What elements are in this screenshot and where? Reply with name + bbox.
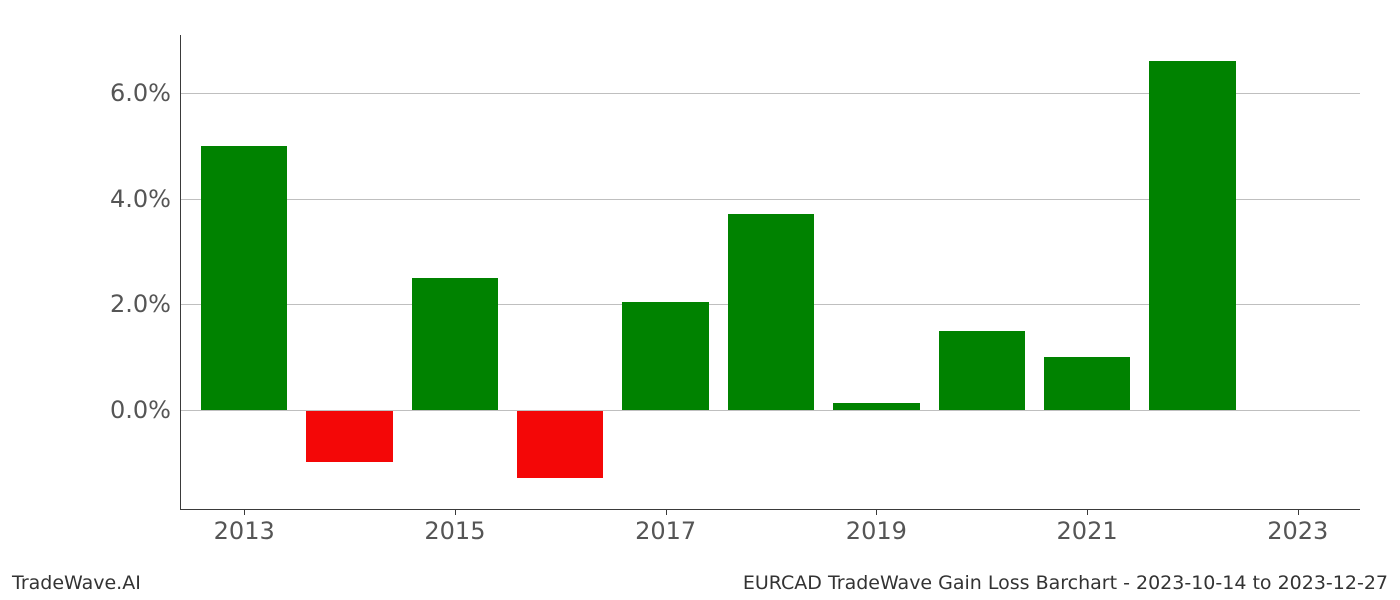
footer-left-text: TradeWave.AI xyxy=(12,572,141,594)
footer-right-text: EURCAD TradeWave Gain Loss Barchart - 20… xyxy=(743,572,1388,594)
y-tick-label: 4.0% xyxy=(110,185,181,213)
zero-line xyxy=(181,410,1360,411)
y-tick-label: 6.0% xyxy=(110,79,181,107)
x-tick-label: 2023 xyxy=(1267,509,1328,545)
x-tick-label: 2015 xyxy=(424,509,485,545)
bar xyxy=(939,331,1025,410)
bar xyxy=(201,146,287,410)
x-tick-label: 2019 xyxy=(846,509,907,545)
bar xyxy=(517,410,603,479)
bar xyxy=(306,410,392,463)
y-tick-label: 0.0% xyxy=(110,396,181,424)
y-tick-label: 2.0% xyxy=(110,290,181,318)
x-tick-label: 2013 xyxy=(214,509,275,545)
bar xyxy=(412,278,498,410)
bar xyxy=(1044,357,1130,410)
bar xyxy=(1149,61,1235,409)
bar xyxy=(622,302,708,410)
x-tick-label: 2021 xyxy=(1057,509,1118,545)
chart-figure: 0.0%2.0%4.0%6.0%201320152017201920212023… xyxy=(0,0,1400,600)
plot-area: 0.0%2.0%4.0%6.0%201320152017201920212023 xyxy=(180,35,1360,510)
x-tick-label: 2017 xyxy=(635,509,696,545)
bar xyxy=(728,214,814,409)
